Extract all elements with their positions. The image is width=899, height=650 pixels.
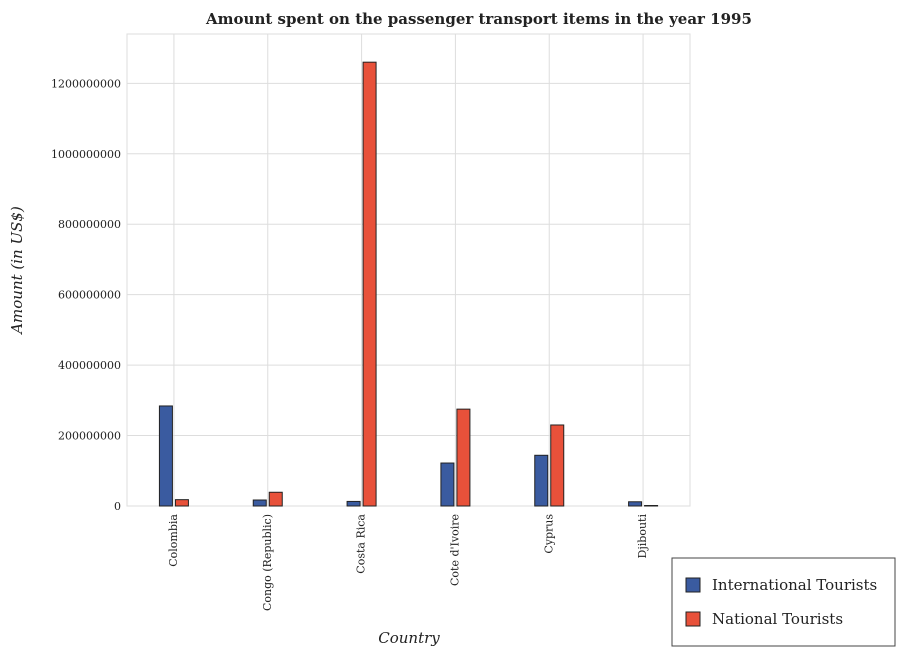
plot-frame bbox=[126, 33, 691, 507]
y-tick-label: 0 bbox=[114, 500, 121, 513]
bar-international-1 bbox=[252, 499, 267, 507]
y-axis-label: Amount (in US$) bbox=[8, 206, 26, 336]
bar-national-2 bbox=[362, 61, 377, 507]
x-tick-label: Cote d'Ivoire bbox=[448, 514, 461, 586]
y-tick-label: 1000000000 bbox=[51, 148, 121, 161]
bar-national-4 bbox=[550, 424, 565, 507]
y-tick-label: 200000000 bbox=[58, 430, 121, 443]
x-tick-labels: Colombia Congo (Republic) Costa Rica Cote d… bbox=[167, 514, 649, 612]
y-tick-label: 1200000000 bbox=[51, 77, 121, 90]
x-tick-label: Colombia bbox=[167, 514, 180, 567]
grid bbox=[126, 33, 691, 507]
x-tick-label: Cyprus bbox=[542, 514, 555, 554]
x-tick-label: Congo (Republic) bbox=[261, 514, 274, 611]
bar-national-3 bbox=[456, 408, 471, 507]
x-axis-label: Country bbox=[378, 629, 440, 647]
x-tick-label: Costa Rica bbox=[355, 514, 368, 574]
bar-international-3 bbox=[440, 462, 455, 507]
y-tick-label: 600000000 bbox=[58, 289, 121, 302]
y-tick-label: 800000000 bbox=[58, 218, 121, 231]
bar-international-4 bbox=[534, 454, 549, 507]
bar-international-2 bbox=[346, 500, 361, 507]
bars bbox=[158, 61, 659, 507]
y-tick-labels: 0 200000000 400000000 600000000 800000000 100… bbox=[51, 77, 121, 513]
bar-international-5 bbox=[628, 501, 643, 507]
legend-label-international: International Tourists bbox=[712, 576, 877, 594]
legend-label-national: National Tourists bbox=[712, 610, 843, 628]
bar-international-0 bbox=[158, 405, 173, 507]
bar-national-5 bbox=[644, 505, 659, 507]
legend-box bbox=[671, 557, 896, 647]
bar-national-1 bbox=[268, 491, 283, 507]
legend-swatch-national bbox=[685, 611, 701, 627]
bar-national-0 bbox=[174, 499, 189, 507]
legend: International Tourists National Tourists bbox=[671, 557, 896, 647]
chart-title: Amount spent on the passenger transport … bbox=[205, 10, 752, 28]
x-tick-label: Djibouti bbox=[636, 514, 649, 559]
legend-swatch-international bbox=[685, 577, 701, 593]
y-tick-label: 400000000 bbox=[58, 359, 121, 372]
